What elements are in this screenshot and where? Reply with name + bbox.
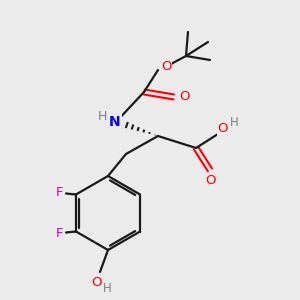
Text: H: H <box>230 116 238 128</box>
Text: F: F <box>56 227 64 240</box>
Text: O: O <box>161 61 171 74</box>
Text: N: N <box>109 115 121 129</box>
Text: O: O <box>92 275 102 289</box>
Text: F: F <box>56 186 64 199</box>
Text: O: O <box>218 122 228 136</box>
Text: O: O <box>179 91 189 103</box>
Text: H: H <box>97 110 107 124</box>
Text: H: H <box>103 283 111 296</box>
Text: O: O <box>206 173 216 187</box>
